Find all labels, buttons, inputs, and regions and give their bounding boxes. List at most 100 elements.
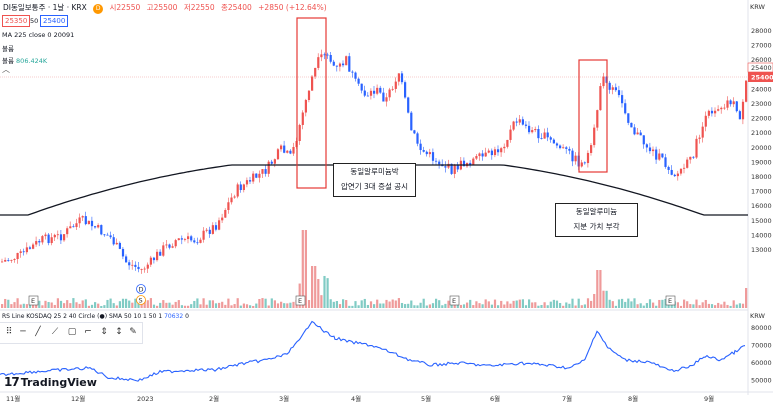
measure-icon[interactable]: ⇕ [100, 327, 108, 337]
volume-bar [528, 299, 531, 308]
ma-legend-value: 20091 [53, 31, 75, 39]
volume-bar [462, 304, 466, 308]
ray-icon[interactable]: ⟋ [51, 327, 59, 337]
volume-bar [500, 300, 503, 308]
volume-bar [655, 305, 658, 308]
candle-body [475, 156, 478, 159]
time-tick-label: 9월 [704, 394, 714, 403]
volume-bar [701, 302, 704, 308]
candle-body [354, 72, 357, 79]
last-price-label: 25400 [751, 74, 773, 82]
volume-bar [156, 305, 159, 308]
ask-button[interactable]: 25400 [40, 15, 69, 27]
candle-body [112, 237, 115, 245]
candle-body [211, 225, 214, 234]
candle-body [190, 236, 193, 241]
candle-body [214, 225, 218, 230]
volume-bar [481, 304, 484, 308]
volume-bar [218, 302, 221, 308]
candle-body [115, 242, 118, 245]
candle-body [363, 90, 366, 96]
bid-button[interactable]: 25350 [2, 15, 31, 27]
dividend-marker[interactable]: D [136, 284, 146, 294]
candle-body [156, 251, 159, 261]
volume-bar [574, 305, 577, 308]
volume-bar [332, 301, 335, 308]
candle-body [187, 236, 190, 240]
candle-body [307, 90, 311, 100]
candle-body [528, 125, 531, 133]
earnings-marker[interactable]: E [449, 295, 460, 306]
candle-body [624, 103, 627, 114]
volume-bar [373, 304, 376, 308]
volume-bar [224, 304, 227, 308]
ma-legend[interactable]: MA 225 close 0 20091 [2, 31, 74, 39]
volume-bar [376, 299, 379, 308]
split-marker[interactable]: S [136, 295, 146, 305]
change-value: +2850 (+12.64%) [258, 3, 327, 12]
volume-bar [292, 301, 295, 308]
path-icon[interactable]: ⌐ [84, 327, 92, 337]
candle-body [404, 82, 407, 98]
candle-body [174, 240, 177, 247]
candle-body [1, 261, 4, 263]
candle-body [329, 54, 332, 62]
rectangle-icon[interactable]: ▢ [67, 327, 77, 337]
candle-body [683, 167, 686, 169]
annotation-note-expansion[interactable]: 동일알루미늄박 압연기 3대 증설 공시 [333, 163, 416, 197]
volume-bar [577, 298, 580, 308]
volume-bar [497, 305, 500, 308]
volume-bar [162, 300, 165, 308]
volume-bar [487, 301, 490, 308]
svg-text:E: E [452, 297, 456, 305]
candle-body [391, 88, 394, 90]
volume-bar [301, 230, 304, 308]
volume-bar [555, 300, 559, 308]
volume-bar [503, 304, 506, 308]
volume-bar [304, 230, 307, 308]
price-tick-label: 20000 [751, 144, 772, 152]
drag-handle-icon[interactable]: ⠿ [5, 327, 13, 337]
trend-line-icon[interactable]: ╱ [35, 327, 41, 337]
volume-legend-a[interactable]: 볼륨 [2, 45, 14, 53]
candle-body [326, 54, 329, 56]
candle-body [72, 226, 75, 228]
volume-bar [72, 298, 75, 308]
volume-bar [311, 266, 314, 308]
annotation-note-stake[interactable]: 동일알루미늄 지분 가치 부각 [555, 203, 638, 237]
collapse-legend-icon[interactable]: ︿ [2, 65, 10, 74]
symbol-title[interactable]: DI동일보통주 · 1날 · KRX [3, 3, 87, 12]
volume-bar [596, 270, 599, 308]
candle-body [422, 150, 425, 152]
volume-bar [109, 298, 112, 308]
brush-icon[interactable]: ✎ [129, 327, 137, 337]
volume-bar [171, 304, 174, 308]
rs-legend[interactable]: RS Line KOSDAQ 25 2 40 Circle (●) SMA 50… [2, 313, 189, 320]
volume-bar [531, 302, 534, 308]
candle-body [366, 95, 369, 97]
candle-body [236, 184, 239, 197]
volume-bar [106, 299, 109, 308]
tradingview-logo[interactable]: 𝟭𝟳 TradingView [4, 375, 97, 389]
earnings-marker[interactable]: E [295, 295, 306, 306]
earnings-marker[interactable]: E [665, 295, 676, 306]
volume-bar [255, 303, 258, 308]
candle-body [41, 236, 44, 243]
candle-body [140, 269, 143, 270]
volume-bar [590, 300, 593, 308]
candle-body [679, 168, 683, 174]
candle-body [407, 97, 410, 113]
candle-body [648, 147, 652, 152]
volume-legend-b[interactable]: 볼륨 806.424K [2, 55, 47, 65]
volume-bar [335, 301, 338, 308]
earnings-marker[interactable]: E [28, 295, 39, 306]
volume-bar [546, 305, 549, 308]
volume-bar [317, 279, 320, 308]
horizontal-ray-icon[interactable]: ─ [20, 327, 26, 337]
cross-line-icon[interactable]: ↕ [115, 327, 123, 337]
candle-body [16, 252, 19, 260]
candle-body [146, 264, 149, 269]
volume-bar [230, 305, 233, 308]
candle-body [447, 163, 450, 168]
